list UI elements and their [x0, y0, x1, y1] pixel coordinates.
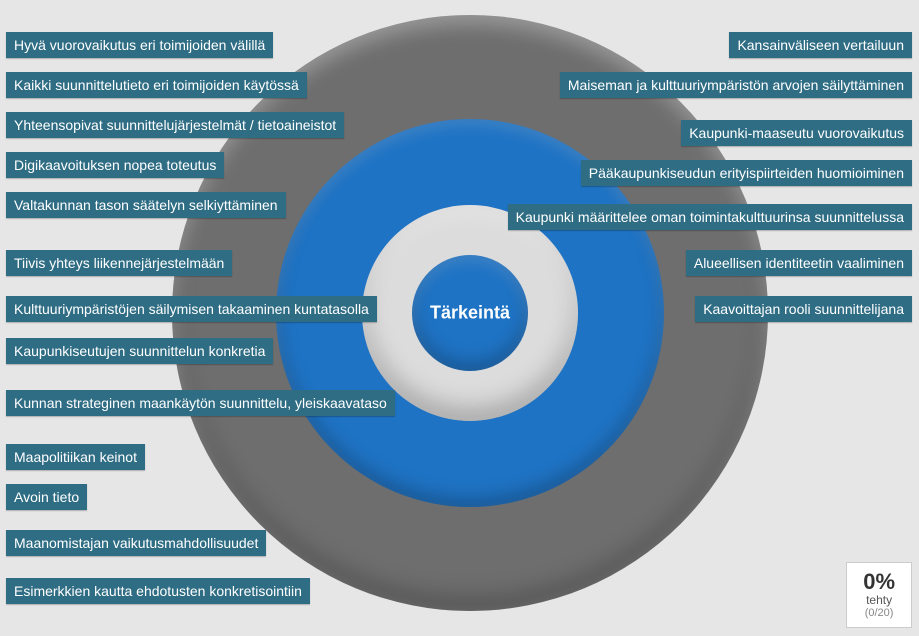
draggable-tag[interactable]: Kaavoittajan rooli suunnittelijana [695, 296, 912, 322]
draggable-tag[interactable]: Kaupunki-maaseutu vuorovaikutus [681, 120, 912, 146]
draggable-tag[interactable]: Kunnan strateginen maankäytön suunnittel… [6, 390, 395, 416]
draggable-tag[interactable]: Kansainväliseen vertailuun [729, 32, 912, 58]
progress-box: 0% tehty (0/20) [846, 562, 912, 628]
draggable-tag[interactable]: Digikaavoituksen nopea toteutus [6, 152, 224, 178]
draggable-tag[interactable]: Kaupunkiseutujen suunnittelun konkretia [6, 338, 273, 364]
progress-percent: 0% [863, 569, 895, 595]
draggable-tag[interactable]: Avoin tieto [6, 484, 87, 510]
diagram-stage: Tärkeintä Hyvä vuorovaikutus eri toimijo… [0, 0, 919, 636]
progress-label: tehty [863, 593, 895, 607]
draggable-tag[interactable]: Valtakunnan tason säätelyn selkiyttämine… [6, 192, 286, 218]
draggable-tag[interactable]: Maanomistajan vaikutusmahdollisuudet [6, 530, 266, 556]
draggable-tag[interactable]: Maiseman ja kulttuuriympäristön arvojen … [560, 72, 912, 98]
draggable-tag[interactable]: Alueellisen identiteetin vaaliminen [686, 250, 912, 276]
draggable-tag[interactable]: Hyvä vuorovaikutus eri toimijoiden välil… [6, 32, 273, 58]
draggable-tag[interactable]: Esimerkkien kautta ehdotusten konkretiso… [6, 578, 310, 604]
draggable-tag[interactable]: Pääkaupunkiseudun erityispiirteiden huom… [581, 160, 912, 186]
draggable-tag[interactable]: Kulttuuriympäristöjen säilymisen takaami… [6, 296, 377, 322]
draggable-tag[interactable]: Kaupunki määrittelee oman toimintakulttu… [508, 204, 912, 230]
progress-count: (0/20) [863, 607, 895, 619]
center-label: Tärkeintä [430, 303, 510, 324]
draggable-tag[interactable]: Kaikki suunnittelutieto eri toimijoiden … [6, 72, 307, 98]
draggable-tag[interactable]: Maapolitiikan keinot [6, 444, 145, 470]
draggable-tag[interactable]: Yhteensopivat suunnittelujärjestelmät / … [6, 112, 344, 138]
draggable-tag[interactable]: Tiivis yhteys liikennejärjestelmään [6, 250, 232, 276]
